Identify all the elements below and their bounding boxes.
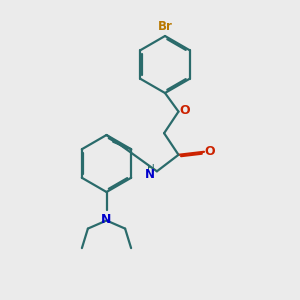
Text: O: O (179, 104, 190, 117)
Text: N: N (145, 168, 154, 181)
Text: H: H (147, 164, 154, 174)
Text: N: N (101, 213, 112, 226)
Text: Br: Br (158, 20, 172, 33)
Text: O: O (205, 145, 215, 158)
